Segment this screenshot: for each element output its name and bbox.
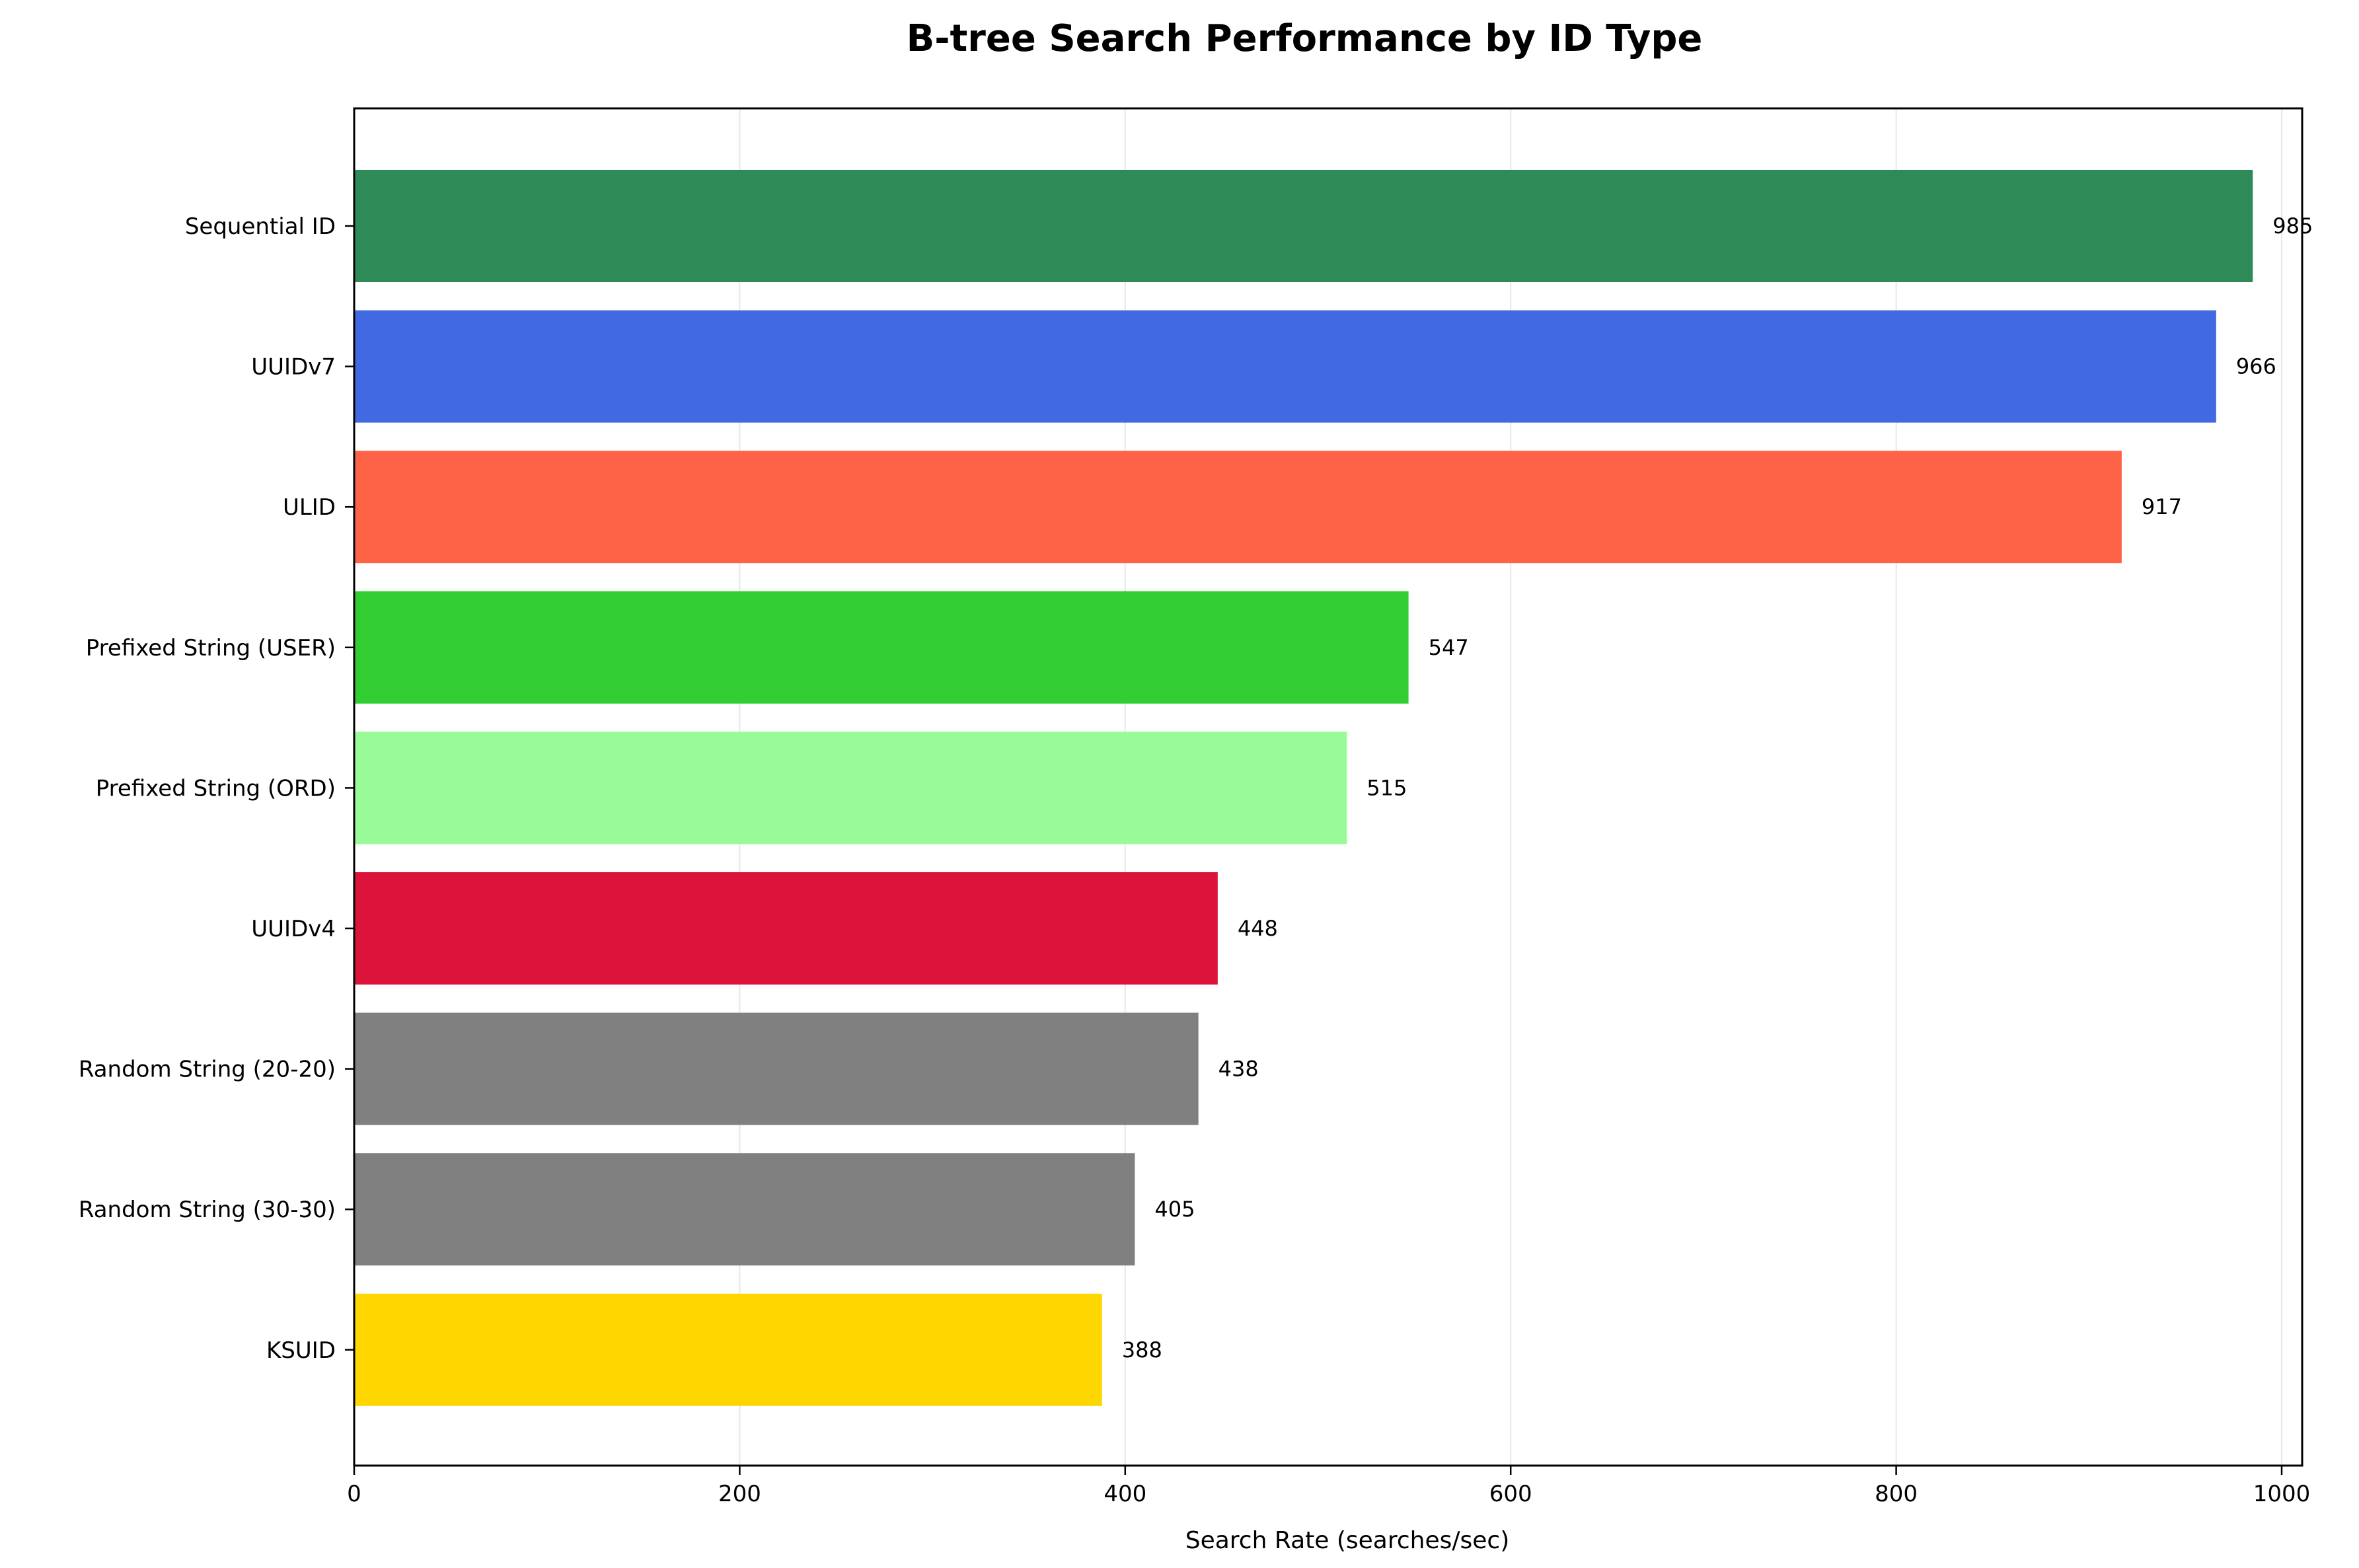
chart-title: B-tree Search Performance by ID Type	[907, 17, 1703, 60]
bar	[354, 310, 2216, 423]
bar-value-label: 917	[2142, 494, 2182, 519]
y-tick-label: UUIDv4	[251, 916, 336, 942]
y-tick-label: Prefixed String (ORD)	[96, 775, 336, 802]
value-labels: 985 966 917 547 515 448 438 405 388	[1122, 213, 2313, 1363]
x-tick-label: 400	[1104, 1481, 1146, 1507]
bar	[354, 731, 1347, 844]
bar-value-label: 448	[1238, 916, 1278, 941]
x-tick-label: 800	[1875, 1481, 1918, 1507]
bar-value-label: 388	[1122, 1337, 1162, 1363]
x-tick-label: 200	[718, 1481, 761, 1507]
y-tick-label: Random String (20-20)	[79, 1057, 336, 1083]
bar-value-label: 966	[2236, 354, 2276, 379]
bar-value-label: 438	[1218, 1057, 1259, 1082]
bar	[354, 591, 1409, 704]
x-axis-ticks: 0 200 400 600 800 1000	[347, 1466, 2310, 1507]
y-tick-label: UUIDv7	[251, 354, 336, 381]
y-tick-label: Prefixed String (USER)	[86, 635, 336, 661]
y-tick-label: KSUID	[266, 1337, 336, 1364]
x-axis-label: Search Rate (searches/sec)	[1185, 1527, 1510, 1554]
bar	[354, 451, 2122, 564]
bars	[354, 170, 2253, 1406]
y-tick-label: Random String (30-30)	[79, 1197, 336, 1223]
plot-frame	[353, 107, 2303, 1467]
x-tick-label: 0	[347, 1481, 361, 1507]
x-tick-label: 1000	[2253, 1481, 2311, 1507]
bar-value-label: 405	[1154, 1197, 1195, 1222]
bar-value-label: 985	[2272, 213, 2313, 239]
bar	[354, 872, 1218, 985]
bar	[354, 1153, 1135, 1266]
bar-value-label: 547	[1429, 635, 1469, 660]
bar-value-label: 515	[1367, 775, 1407, 800]
y-axis-ticks: Sequential ID UUIDv7 ULID Prefixed String (…	[79, 213, 354, 1364]
y-tick-label: Sequential ID	[185, 213, 336, 240]
bar	[354, 170, 2253, 282]
x-tick-label: 600	[1489, 1481, 1532, 1507]
bar	[354, 1293, 1102, 1406]
y-tick-label: ULID	[283, 494, 336, 521]
bar	[354, 1012, 1199, 1125]
